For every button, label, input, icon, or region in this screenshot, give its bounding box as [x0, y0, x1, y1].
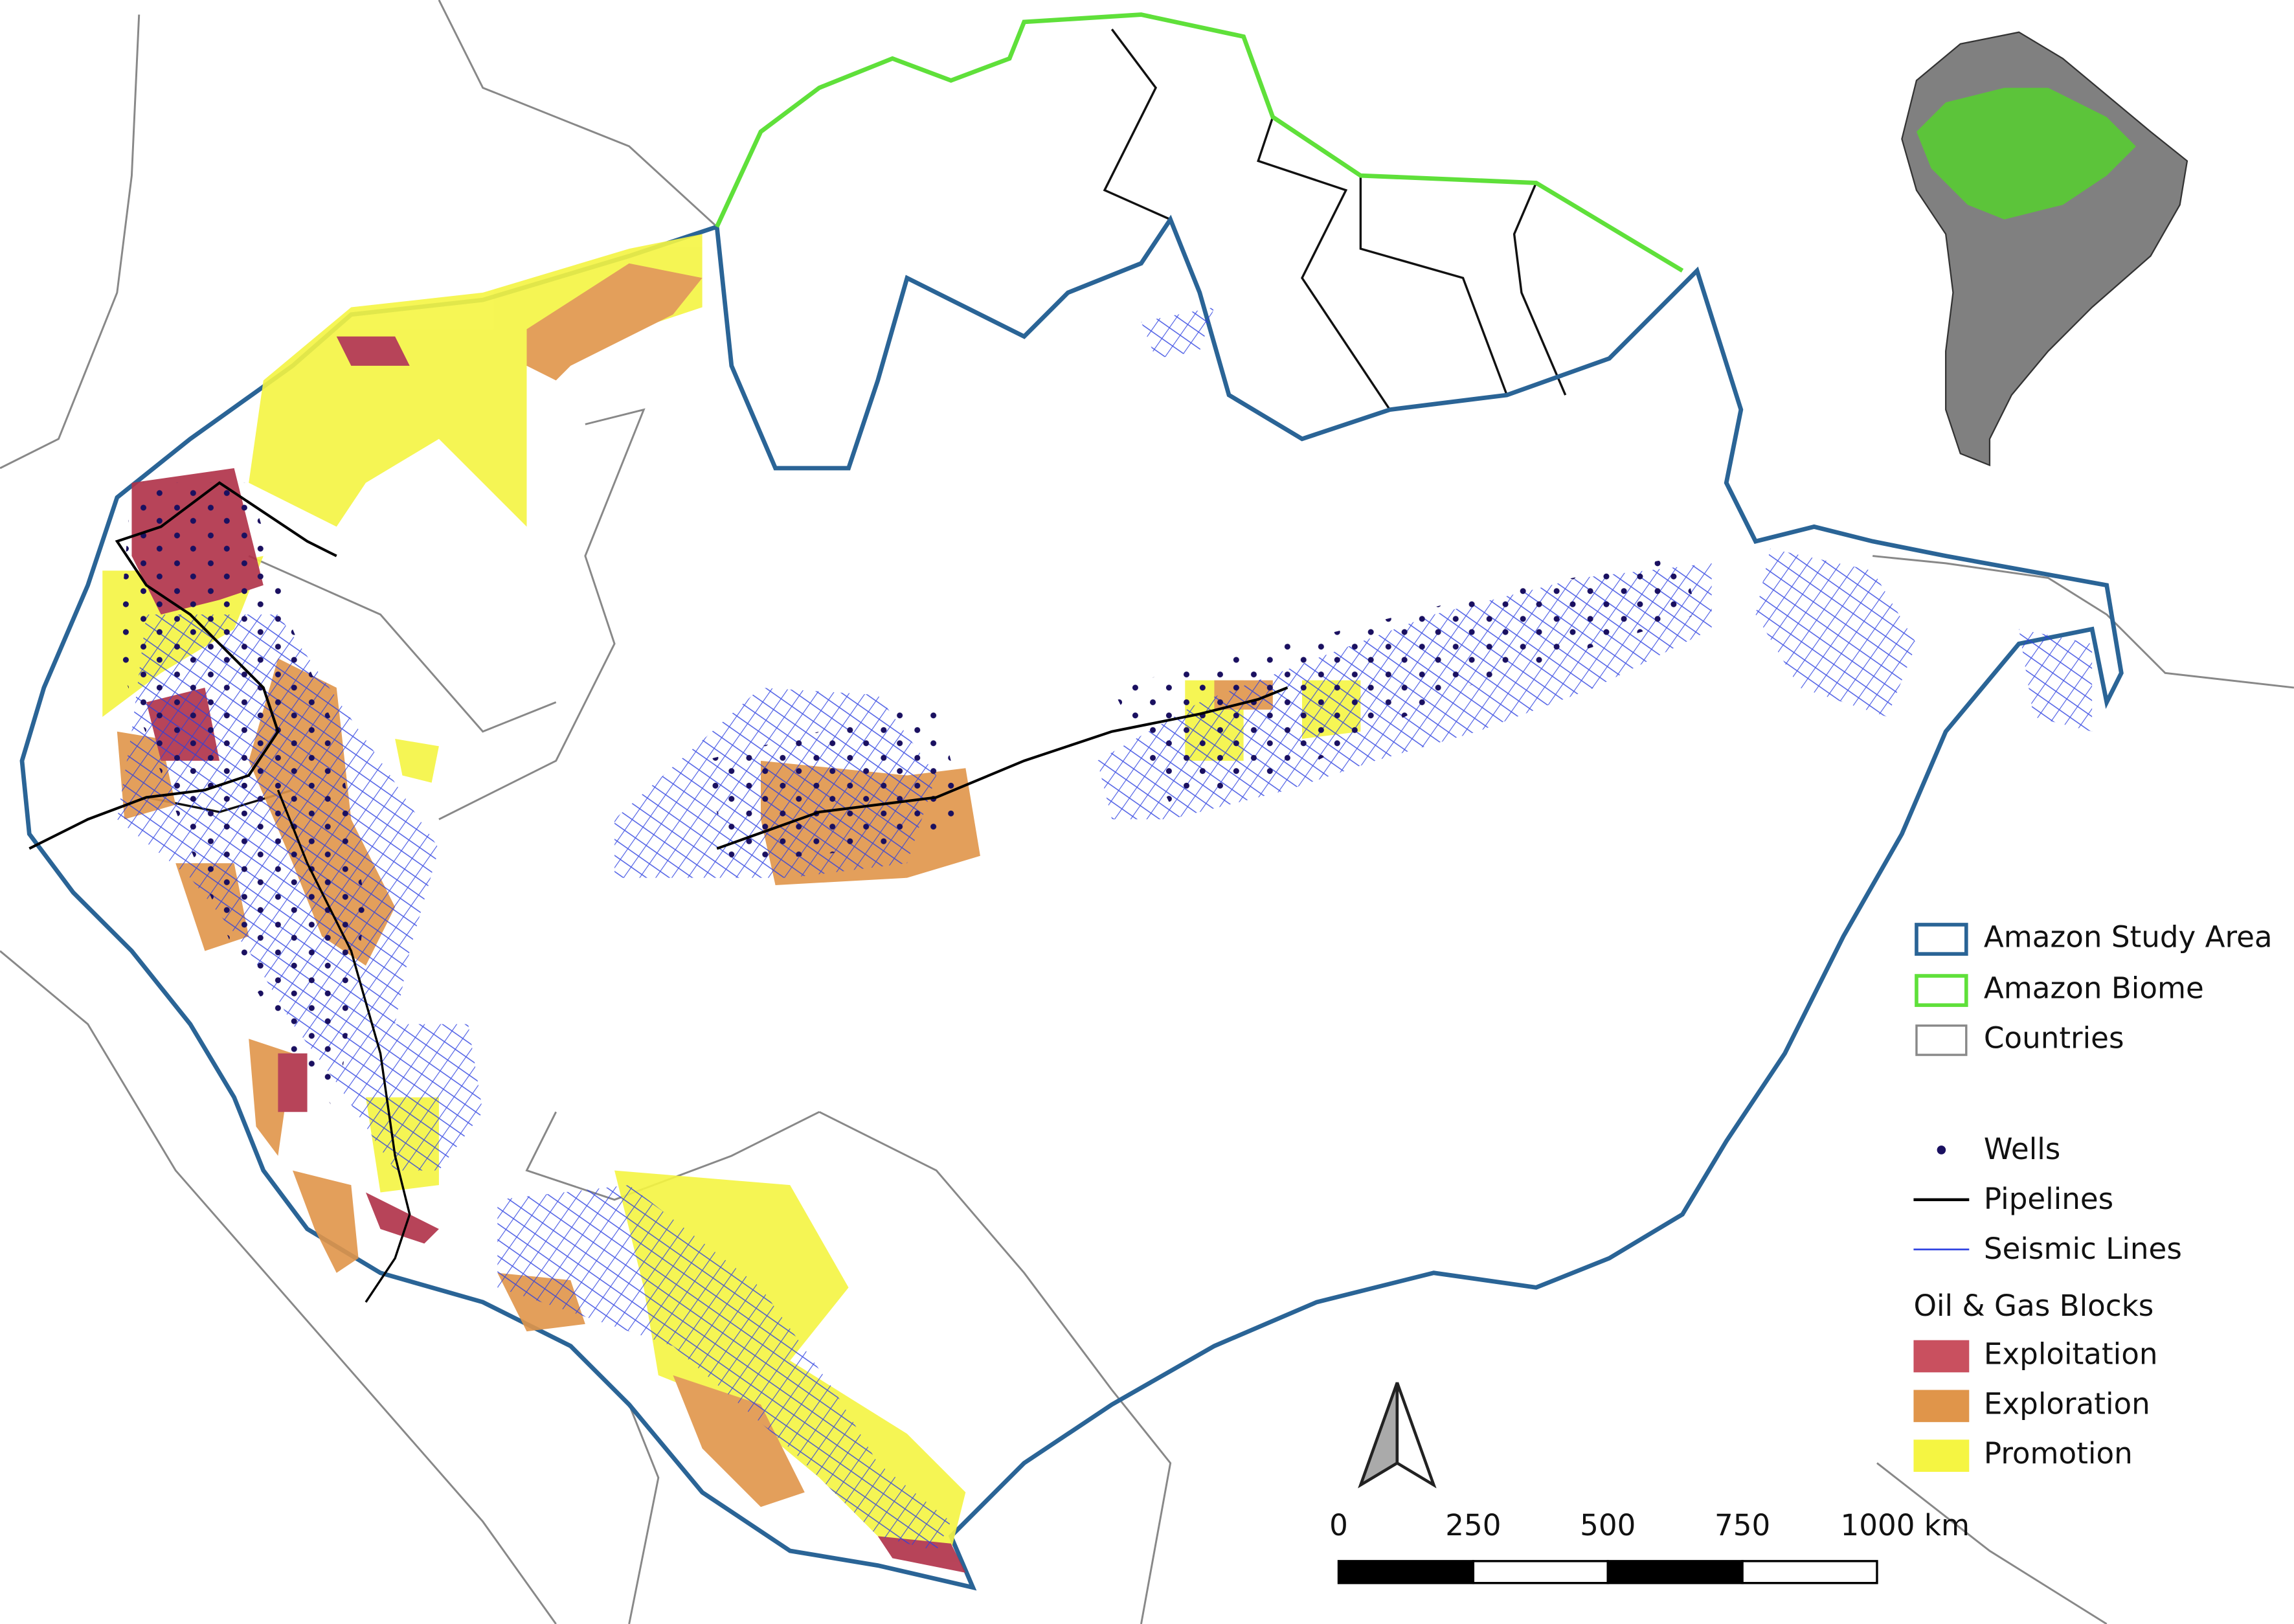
scale-label: 500 [1580, 1508, 1636, 1542]
legend: Amazon Study Area Amazon Biome Countries… [1913, 920, 2273, 1472]
pipeline-south [276, 789, 411, 1303]
legend-label: Exploitation [1984, 1337, 2158, 1371]
study-area [19, 214, 2124, 1591]
legend-swatch [1913, 1390, 1970, 1423]
legend-label: Amazon Biome [1984, 971, 2204, 1006]
scale-bar [1337, 1560, 1878, 1585]
legend-label: Exploration [1984, 1386, 2150, 1421]
legend-swatch [1913, 1340, 1970, 1373]
legend-label: Amazon Study Area [1984, 920, 2273, 954]
legend-label: Wells [1984, 1132, 2060, 1166]
legend-title: Oil & Gas Blocks [1913, 1289, 2153, 1323]
legend-swatch [1915, 974, 1968, 1008]
biome-line [715, 12, 1684, 273]
inset-map [1901, 31, 2188, 467]
pipelines [28, 481, 337, 850]
north-arrow [1358, 1382, 1437, 1489]
scale-label: 250 [1445, 1508, 1501, 1542]
scale-label: 0 [1329, 1508, 1348, 1542]
legend-label: Seismic Lines [1984, 1232, 2182, 1266]
wells [117, 482, 1698, 1112]
legend-label: Pipelines [1984, 1182, 2113, 1216]
legend-swatch [1913, 1439, 1970, 1472]
pipeline-main [716, 686, 1288, 850]
legend-swatch [1915, 923, 1968, 956]
legend-label: Promotion [1984, 1436, 2133, 1471]
legend-swatch [1937, 1145, 1946, 1155]
scale-label: 750 [1715, 1508, 1770, 1542]
scale-label: 1000 km [1840, 1508, 1969, 1542]
legend-label: Countries [1984, 1021, 2124, 1055]
legend-swatch [1915, 1024, 1968, 1056]
